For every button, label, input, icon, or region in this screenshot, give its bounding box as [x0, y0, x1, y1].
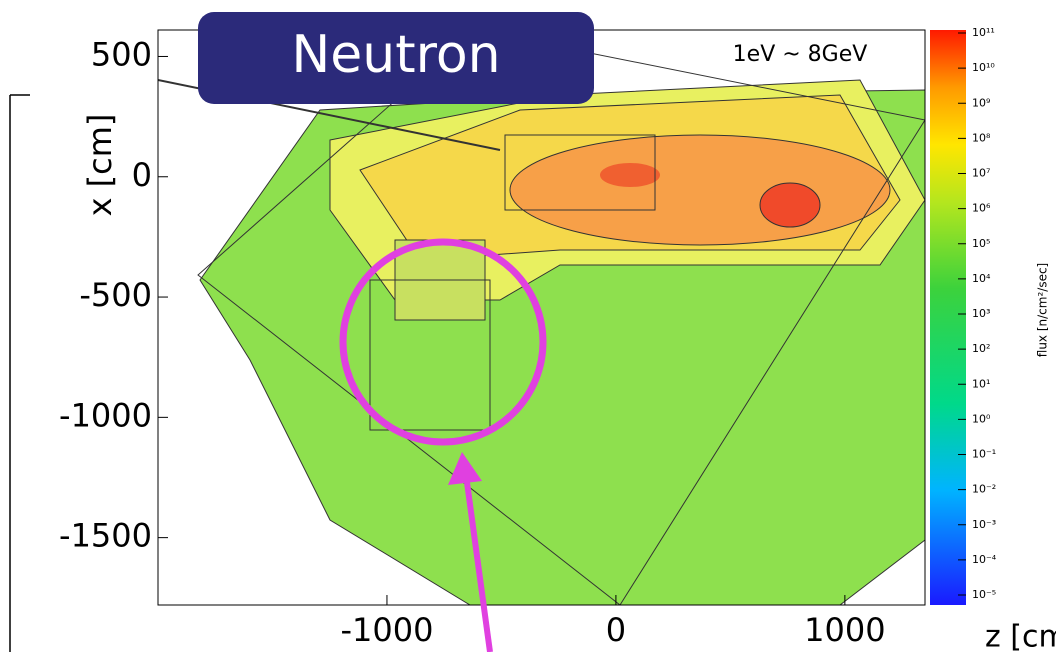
x-tick-label: -1000	[340, 611, 433, 649]
annotation: 1eV ~ 8GeV	[733, 42, 868, 67]
colorbar-tick-label: 10⁸	[972, 131, 991, 144]
colorbar-tick-label: 10⁷	[972, 167, 990, 180]
colorbar-tick-label: 10⁻²	[972, 483, 996, 496]
colorbar-tick-label: 10⁻³	[972, 518, 996, 531]
y-axis-label: x [cm]	[81, 114, 119, 217]
colorbar-tick-label: 10⁵	[972, 237, 990, 250]
x-axis-label: z [cm]	[985, 620, 1056, 652]
colorbar-tick-label: 10⁰	[972, 412, 991, 425]
colorbar-tick-label: 10²	[972, 342, 990, 355]
y-tick-label: -1000	[59, 396, 152, 434]
colorbar-tick-label: 10³	[972, 307, 990, 320]
figure: Neutron 1eV ~ 8GeV z [cm] x [cm] flux [n…	[0, 0, 1056, 652]
x-tick-label: 0	[606, 611, 626, 649]
colorbar-tick-label: 10⁹	[972, 96, 990, 109]
colorbar-tick-label: 10¹¹	[972, 26, 995, 39]
colorbar	[930, 30, 966, 605]
colorbar-tick-label: 10⁻¹	[972, 448, 996, 461]
y-tick-label: -500	[79, 276, 152, 314]
colorbar-tick-label: 10¹	[972, 377, 990, 390]
label: Neutron	[291, 25, 500, 85]
y-tick-label: -1500	[59, 517, 152, 555]
x-tick-label: 1000	[804, 611, 885, 649]
colorbar-tick-label: 10⁴	[972, 272, 991, 285]
y-tick-label: 0	[132, 156, 152, 194]
colorbar-tick-label: 10⁶	[972, 202, 991, 215]
colorbar-tick-label: 10¹⁰	[972, 61, 995, 74]
colorbar-tick-label: 10⁻⁴	[972, 553, 997, 566]
y-tick-label: 500	[91, 35, 152, 73]
colorbar-tick-label: 10⁻⁵	[972, 588, 996, 601]
colorbar-label: flux [n/cm²/sec]	[1036, 263, 1050, 357]
